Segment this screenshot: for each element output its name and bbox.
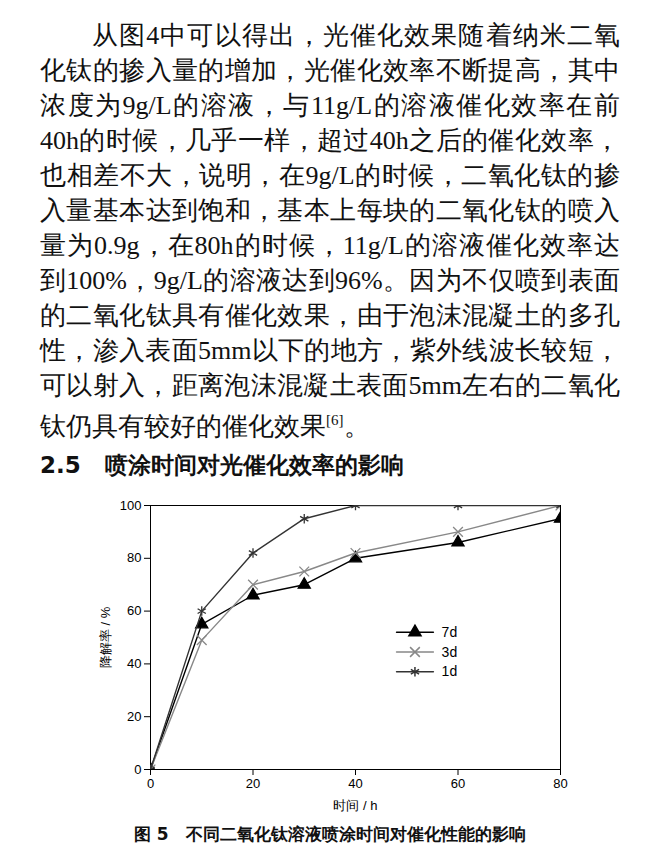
svg-text:7d: 7d (442, 623, 458, 639)
svg-text:60: 60 (451, 775, 465, 790)
svg-text:时间 / h: 时间 / h (333, 797, 377, 812)
html-text:2.5 喷涂时间对光催化效率的影响: 2.5 喷涂时间对光催化效率的影响 (40, 451, 404, 478)
html-text:图 5 不同二氧化钛溶液喷涂时间对催化性能的影响: 图 5 不同二氧化钛溶液喷涂时间对催化性能的影响 (133, 823, 527, 844)
svg-text:80: 80 (127, 550, 141, 565)
svg-text:20: 20 (127, 709, 141, 724)
svg-text:20: 20 (246, 775, 260, 790)
svg-text:40: 40 (127, 656, 141, 671)
svg-text:降解率 / %: 降解率 / % (98, 606, 113, 668)
svg-text:100: 100 (120, 497, 142, 512)
svg-text:80: 80 (553, 775, 567, 790)
svg-text:1d: 1d (442, 663, 458, 679)
svg-text:3d: 3d (442, 643, 458, 659)
svg-text:40: 40 (348, 775, 362, 790)
svg-text:0: 0 (134, 761, 141, 776)
svg-text:60: 60 (127, 603, 141, 618)
html-text:从图4中可以得出，光催化效果随着纳米二氧化钛的掺入量的增加，: 从图4中可以得出，光催化效果随着纳米二氧化钛的掺入量的增加，光催化效率不断提高，… (40, 21, 620, 441)
svg-text:0: 0 (147, 775, 154, 790)
